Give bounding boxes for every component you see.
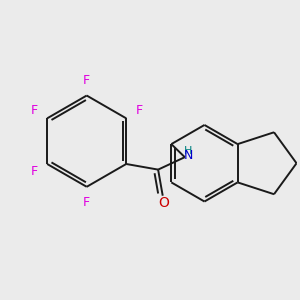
Text: F: F xyxy=(136,104,143,117)
Text: F: F xyxy=(83,74,90,87)
Text: F: F xyxy=(30,104,38,117)
Text: F: F xyxy=(30,165,38,178)
Text: F: F xyxy=(83,196,90,208)
Text: H: H xyxy=(184,146,193,156)
Text: O: O xyxy=(158,196,169,210)
Text: N: N xyxy=(184,149,193,162)
